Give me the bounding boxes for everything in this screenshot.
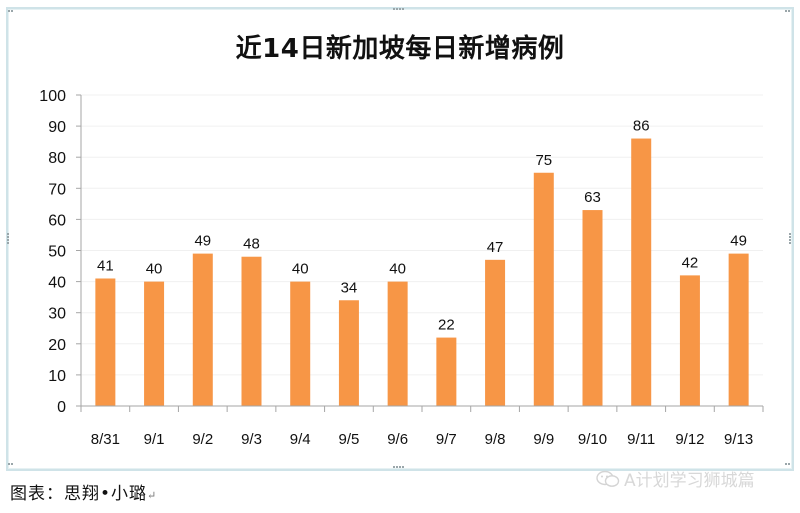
x-tick-label: 9/12 [675, 431, 704, 448]
y-tick-label: 70 [48, 181, 66, 198]
y-tick-label: 40 [48, 275, 66, 292]
bar [485, 259, 506, 406]
bar [387, 281, 408, 406]
x-tick-label: 9/11 [627, 431, 655, 448]
x-tick-label: 8/31 [91, 431, 120, 448]
data-label: 47 [487, 239, 504, 256]
watermark-text: A计划学习狮城篇 [624, 471, 755, 491]
x-tick-label: 9/5 [338, 431, 359, 448]
bar [436, 337, 457, 406]
wechat-icon [596, 470, 620, 487]
y-tick-label: 60 [48, 212, 66, 229]
x-tick-label: 9/4 [290, 431, 311, 448]
bar [192, 253, 213, 406]
bar [533, 172, 554, 406]
x-tick-label: 9/6 [387, 431, 408, 448]
bar [338, 300, 359, 406]
y-tick-label: 90 [48, 119, 66, 136]
y-tick-label: 50 [48, 244, 66, 261]
y-tick-label: 100 [39, 88, 66, 105]
bar [290, 281, 311, 406]
data-label: 41 [97, 257, 114, 274]
bar [631, 138, 652, 407]
data-label: 86 [633, 118, 650, 135]
bar [679, 275, 700, 406]
y-tick-label: 80 [48, 150, 66, 167]
return-mark-icon: ↵ [147, 489, 158, 502]
bar [582, 210, 603, 406]
y-tick-label: 10 [48, 368, 66, 385]
resize-handle-top[interactable] [393, 8, 404, 10]
figure-caption: 图表：思翔•小璐↵ [10, 479, 157, 504]
y-tick-label: 20 [48, 337, 66, 354]
x-tick-label: 9/13 [724, 431, 753, 448]
bar [144, 281, 165, 406]
data-label: 75 [535, 152, 552, 169]
bars: 41 40 49 48 40 34 40 22 47 75 63 86 42 49 [95, 118, 749, 407]
bar [728, 253, 749, 406]
bar [95, 278, 116, 406]
x-tick-label: 9/7 [436, 431, 457, 448]
resize-handle-bottom[interactable] [393, 466, 404, 468]
x-tick-label: 9/2 [192, 431, 213, 448]
data-label: 22 [438, 317, 455, 334]
data-label: 40 [146, 261, 163, 278]
data-label: 49 [730, 233, 747, 250]
data-label: 42 [682, 254, 699, 271]
y-axis: 0 10 20 30 40 50 60 70 80 90 100 [39, 88, 82, 416]
y-tick-label: 30 [48, 306, 66, 323]
x-axis: 8/31 9/1 9/2 9/3 9/4 9/5 9/6 9/7 9/8 9/9 9/10 9/11 9… [80, 405, 764, 448]
x-tick-label: 9/9 [533, 431, 554, 448]
resize-handle-right[interactable] [789, 233, 791, 244]
watermark: A计划学习狮城篇 [596, 466, 755, 491]
data-label: 48 [243, 236, 260, 253]
gridlines [81, 94, 763, 376]
bar [241, 256, 262, 406]
y-tick-label: 0 [57, 399, 66, 416]
caption-text: 图表：思翔•小璐 [10, 484, 148, 504]
data-label: 63 [584, 189, 601, 206]
resize-handle-top-right[interactable] [785, 10, 790, 12]
resize-handle-bottom-left[interactable] [8, 463, 13, 465]
data-label: 34 [341, 279, 358, 296]
x-tick-label: 9/3 [241, 431, 262, 448]
data-label: 40 [292, 261, 309, 278]
x-tick-label: 9/8 [485, 431, 506, 448]
data-label: 40 [389, 261, 406, 278]
data-label: 49 [194, 233, 211, 250]
resize-handle-top-left[interactable] [8, 10, 13, 12]
x-tick-label: 9/10 [578, 431, 607, 448]
resize-handle-bottom-right[interactable] [785, 463, 790, 465]
resize-handle-left[interactable] [7, 233, 9, 244]
chart-title: 近14日新加坡每日新增病例 [235, 34, 565, 64]
x-tick-label: 9/1 [144, 431, 165, 448]
